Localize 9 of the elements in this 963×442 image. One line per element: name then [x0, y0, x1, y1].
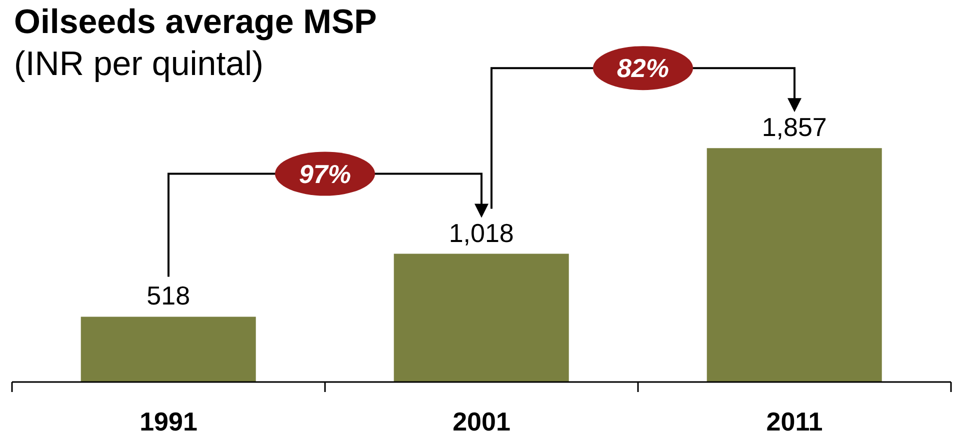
- data-label: 1,018: [448, 218, 514, 248]
- chart-title: Oilseeds average MSP: [14, 2, 377, 42]
- data-label: 1,857: [762, 112, 827, 142]
- x-tick-label: 1991: [140, 406, 198, 436]
- chart-subtitle: (INR per quintal): [14, 44, 264, 84]
- data-label: 518: [146, 280, 190, 311]
- annotation: 97%: [298, 158, 352, 189]
- x-tick-label: 2011: [766, 406, 823, 436]
- x-tick-label: 2001: [452, 406, 510, 436]
